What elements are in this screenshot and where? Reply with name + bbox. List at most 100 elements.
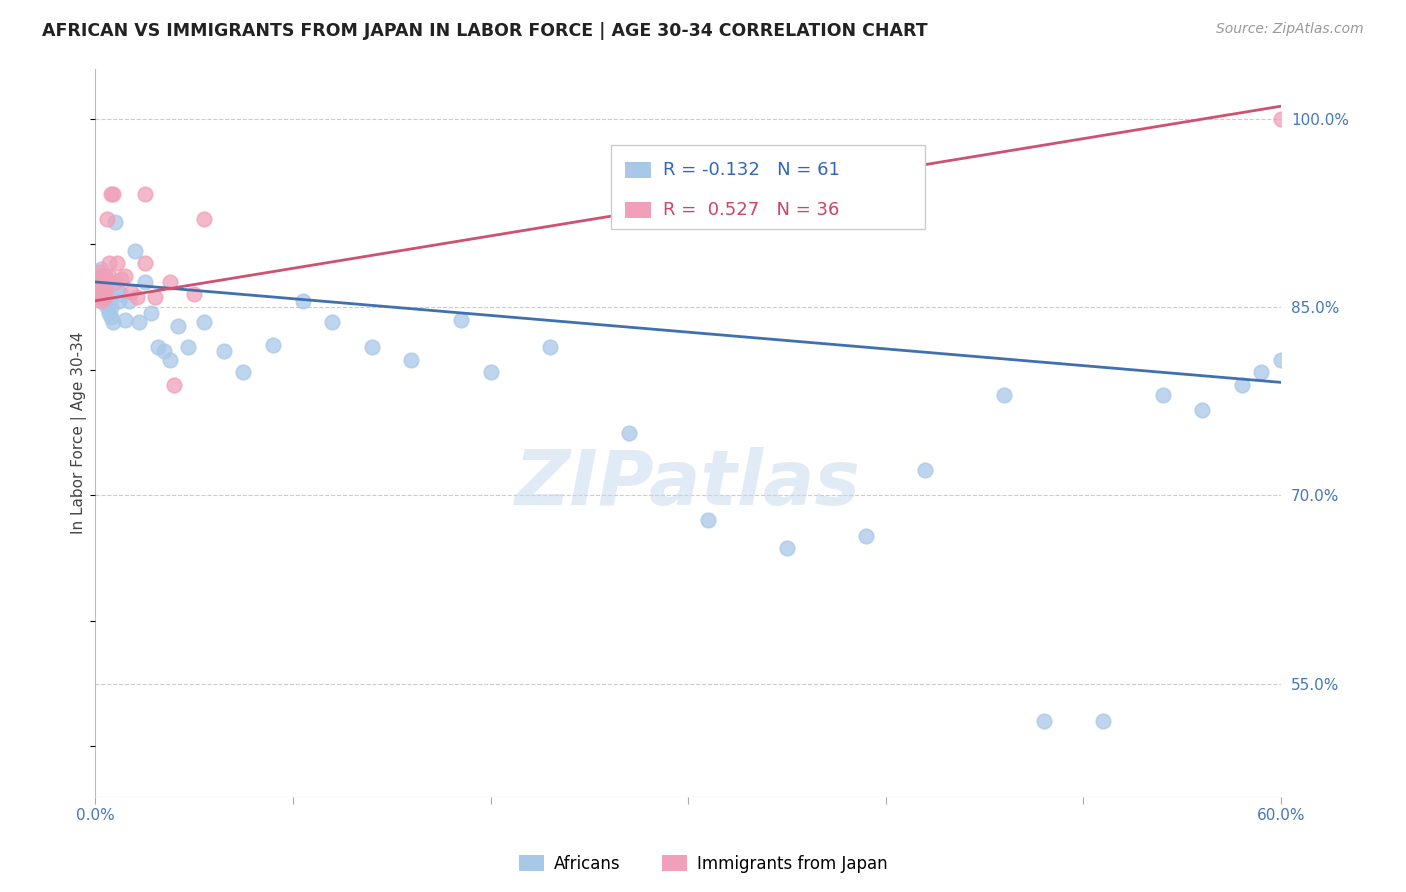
Y-axis label: In Labor Force | Age 30-34: In Labor Force | Age 30-34: [72, 331, 87, 533]
Point: [124, 244, 146, 258]
Point: [148, 340, 170, 354]
Point: [98, 256, 121, 270]
Point: [538, 340, 561, 354]
Point: [1270, 352, 1292, 367]
Point: [401, 352, 423, 367]
Point: [139, 306, 162, 320]
Point: [167, 318, 190, 333]
Point: [91, 285, 114, 299]
Point: [110, 272, 132, 286]
Point: [86, 275, 108, 289]
Point: [89, 268, 111, 283]
Point: [134, 275, 156, 289]
Point: [114, 312, 136, 326]
Point: [89, 290, 111, 304]
Point: [1270, 112, 1292, 126]
Point: [153, 343, 176, 358]
Point: [94, 285, 117, 299]
Point: [193, 212, 215, 227]
Point: [86, 275, 108, 289]
Point: [104, 275, 127, 289]
Point: [94, 290, 117, 304]
Point: [91, 281, 114, 295]
Point: [86, 281, 108, 295]
Point: [1092, 714, 1115, 729]
Point: [96, 275, 118, 289]
Point: [1279, 365, 1302, 379]
Point: [96, 300, 118, 314]
Point: [96, 285, 118, 299]
Point: [696, 513, 718, 527]
Point: [100, 310, 122, 324]
Text: ZIPatlas: ZIPatlas: [515, 447, 860, 521]
Point: [101, 315, 124, 329]
Point: [212, 343, 235, 358]
Point: [1230, 377, 1253, 392]
Point: [89, 275, 111, 289]
Point: [98, 306, 121, 320]
Point: [361, 340, 384, 354]
Point: [98, 293, 121, 308]
Bar: [626, 162, 651, 178]
Point: [94, 281, 117, 295]
Point: [232, 365, 254, 379]
FancyBboxPatch shape: [612, 145, 925, 228]
Point: [108, 293, 131, 308]
Point: [90, 268, 112, 283]
Legend: Africans, Immigrants from Japan: Africans, Immigrants from Japan: [512, 848, 894, 880]
Point: [94, 287, 117, 301]
Point: [1250, 365, 1272, 379]
Point: [776, 541, 799, 555]
Point: [89, 265, 111, 279]
Point: [94, 268, 117, 283]
Point: [262, 337, 284, 351]
Point: [110, 287, 132, 301]
Point: [183, 287, 205, 301]
Point: [91, 277, 114, 292]
Text: Source: ZipAtlas.com: Source: ZipAtlas.com: [1216, 22, 1364, 37]
Point: [89, 277, 111, 292]
Point: [1191, 403, 1213, 417]
Point: [86, 285, 108, 299]
Point: [91, 290, 114, 304]
Point: [100, 300, 122, 314]
Point: [163, 377, 186, 392]
Text: R =  0.527   N = 36: R = 0.527 N = 36: [664, 202, 839, 219]
Point: [91, 293, 114, 308]
Point: [100, 187, 122, 202]
Point: [617, 425, 640, 440]
Point: [90, 281, 112, 295]
Point: [101, 187, 124, 202]
Point: [94, 268, 117, 283]
Point: [90, 287, 112, 301]
Point: [105, 281, 128, 295]
Point: [291, 293, 314, 308]
Point: [143, 290, 166, 304]
Point: [90, 262, 112, 277]
Point: [90, 272, 112, 286]
Point: [98, 268, 121, 283]
Point: [1032, 714, 1054, 729]
Point: [104, 215, 127, 229]
Point: [193, 315, 215, 329]
Point: [134, 187, 156, 202]
Point: [159, 275, 181, 289]
Point: [96, 290, 118, 304]
Text: R = -0.132   N = 61: R = -0.132 N = 61: [664, 161, 841, 179]
Point: [90, 293, 112, 308]
Point: [177, 340, 200, 354]
Point: [993, 388, 1015, 402]
Point: [125, 290, 148, 304]
Point: [479, 365, 502, 379]
Point: [128, 315, 150, 329]
Point: [91, 275, 114, 289]
Point: [118, 293, 141, 308]
Point: [114, 268, 136, 283]
Text: AFRICAN VS IMMIGRANTS FROM JAPAN IN LABOR FORCE | AGE 30-34 CORRELATION CHART: AFRICAN VS IMMIGRANTS FROM JAPAN IN LABO…: [42, 22, 928, 40]
Point: [134, 256, 156, 270]
Point: [1152, 388, 1174, 402]
Point: [855, 528, 877, 542]
Point: [914, 463, 936, 477]
Point: [1279, 112, 1302, 126]
Point: [120, 285, 142, 299]
